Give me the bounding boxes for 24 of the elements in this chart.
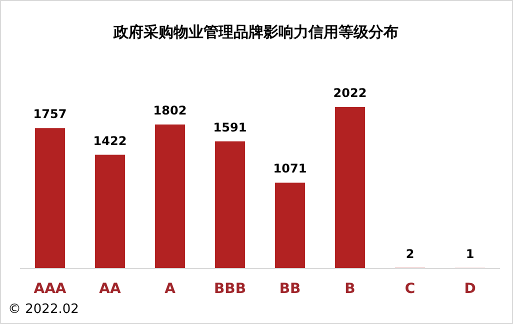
data-label: 1 — [466, 246, 474, 261]
x-tick-label: C — [404, 281, 416, 297]
x-tick-label: A — [164, 281, 176, 297]
chart-title: 政府采购物业管理品牌影响力信用等级分布 — [112, 23, 398, 41]
data-label: 2022 — [333, 86, 367, 100]
bar — [35, 128, 65, 268]
x-tick-label: AAA — [34, 281, 66, 297]
bar — [95, 154, 125, 268]
data-label: 1071 — [273, 162, 307, 176]
bar — [335, 107, 365, 268]
x-tick-label: AA — [99, 281, 121, 297]
data-label: 1591 — [213, 120, 247, 134]
x-tick-label: D — [464, 281, 476, 297]
bar — [155, 124, 185, 268]
x-tick-label: B — [344, 281, 356, 297]
data-label: 1422 — [93, 134, 127, 148]
data-label: 2 — [406, 246, 414, 261]
bar — [275, 182, 305, 268]
bar — [215, 141, 245, 268]
data-label: 1757 — [33, 107, 67, 122]
text: © 2022.02 — [8, 302, 79, 317]
x-tick-label: BBB — [214, 281, 246, 297]
data-label: 1802 — [153, 104, 187, 118]
x-tick-label: BB — [279, 281, 301, 297]
